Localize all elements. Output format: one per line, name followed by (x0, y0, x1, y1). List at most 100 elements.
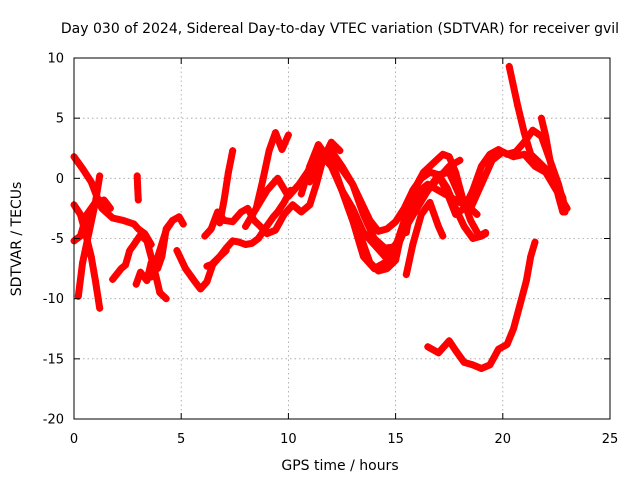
data-point (269, 213, 277, 221)
data-point (516, 301, 524, 309)
x-tick-label: 10 (280, 432, 297, 447)
data-point (327, 147, 335, 155)
data-point (477, 364, 485, 372)
data-point (424, 343, 432, 351)
series-track (306, 144, 464, 260)
series-track (203, 186, 294, 270)
series-track-12 (201, 138, 344, 240)
grid (74, 58, 610, 419)
series-track (216, 147, 237, 227)
y-axis-label: SDTVAR / TECUs (9, 182, 25, 297)
data-point (121, 261, 129, 269)
data-point (392, 256, 400, 264)
data-point (85, 228, 93, 236)
data-point (306, 201, 314, 209)
data-point (278, 145, 286, 153)
data-point (222, 244, 230, 252)
data-point (520, 150, 528, 158)
data-point (136, 231, 144, 239)
data-point (209, 260, 217, 268)
data-point (119, 216, 127, 224)
data-point (169, 216, 177, 224)
data-point (370, 235, 378, 242)
series-layer (70, 62, 571, 372)
data-point (503, 150, 511, 158)
data-point (445, 153, 453, 161)
data-point (220, 196, 228, 204)
data-point (413, 180, 421, 188)
data-point (432, 156, 440, 164)
data-point (392, 243, 400, 251)
data-point (434, 222, 442, 230)
data-point (439, 232, 447, 240)
data-point (274, 174, 282, 182)
data-point (383, 265, 391, 273)
data-point (359, 228, 367, 236)
data-point (242, 222, 250, 230)
data-point (306, 178, 314, 186)
data-point (434, 186, 442, 194)
data-point (452, 204, 460, 212)
data-point (469, 235, 477, 242)
data-point (475, 232, 483, 240)
data-point (522, 277, 530, 285)
data-point (297, 190, 305, 198)
x-tick-label: 20 (495, 432, 512, 447)
data-point (196, 285, 204, 293)
data-point (381, 253, 389, 261)
data-point (130, 220, 138, 228)
data-point (229, 218, 237, 226)
series-track-18 (402, 150, 490, 240)
data-point (503, 340, 511, 348)
data-point (419, 168, 427, 176)
data-point (252, 204, 260, 212)
data-point (359, 210, 367, 218)
data-point (87, 253, 95, 261)
series-track (402, 198, 447, 279)
data-point (98, 204, 106, 212)
data-point (486, 361, 494, 369)
data-point (546, 156, 554, 164)
x-tick-label: 5 (177, 432, 185, 447)
data-point (327, 160, 335, 168)
data-point (242, 241, 250, 249)
data-point (162, 226, 170, 234)
data-point (458, 192, 466, 200)
data-point (312, 180, 320, 188)
data-point (130, 241, 138, 249)
data-point (550, 174, 558, 182)
data-point (91, 277, 99, 285)
series-track-21 (424, 238, 539, 372)
data-point (542, 132, 550, 140)
series-track-5 (109, 231, 170, 303)
series-track (109, 231, 170, 303)
data-point (495, 145, 503, 153)
data-point (76, 232, 84, 240)
data-point (263, 230, 271, 238)
data-point (259, 177, 267, 185)
y-tick-label: 5 (56, 112, 64, 127)
x-tick-label: 15 (387, 432, 404, 447)
data-point (190, 277, 198, 285)
data-point (244, 204, 252, 212)
series-track (70, 196, 114, 245)
y-tick-label: 0 (56, 172, 64, 187)
data-point (263, 186, 271, 194)
data-point (381, 259, 389, 267)
data-point (520, 129, 528, 137)
data-point (452, 168, 460, 176)
series-track-23 (537, 114, 567, 216)
data-point (542, 165, 550, 173)
data-point (443, 184, 451, 192)
data-point (100, 196, 108, 204)
data-point (143, 237, 151, 245)
data-point (409, 241, 417, 249)
data-point (134, 184, 142, 192)
data-point (392, 218, 400, 226)
data-point (181, 265, 189, 273)
series-track (147, 213, 187, 281)
data-point (374, 227, 382, 235)
series-track-19 (327, 147, 481, 252)
data-point (381, 244, 389, 252)
